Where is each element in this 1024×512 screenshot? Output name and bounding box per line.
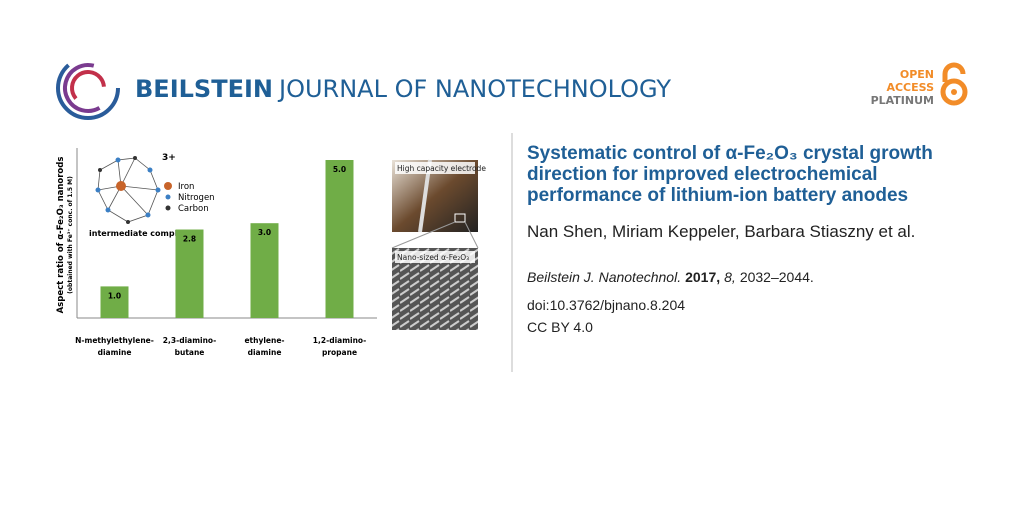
authors: Nan Shen, Miriam Keppeler, Barbara Stias… bbox=[527, 222, 916, 241]
doi: doi:10.3762/bjnano.8.204 bbox=[527, 297, 686, 313]
article-info: Systematic control of α-Fe₂O₃ crystal gr… bbox=[527, 143, 947, 335]
bar bbox=[175, 229, 204, 318]
photo-label-bg bbox=[395, 251, 475, 263]
legend-label: Iron bbox=[178, 182, 194, 192]
carbon-atoms bbox=[98, 156, 137, 224]
badge-access: ACCESS bbox=[886, 81, 934, 94]
journal: Beilstein J. Nanotechnol. bbox=[527, 269, 682, 285]
value-label: 2.8 bbox=[183, 235, 196, 244]
y-axis-label: Aspect ratio of α-Fe₂O₃ nanorods bbox=[56, 157, 66, 314]
logo bbox=[56, 56, 120, 120]
bar bbox=[100, 286, 129, 318]
badge-platinum: PLATINUM bbox=[871, 94, 934, 107]
year: 2017, bbox=[685, 269, 721, 285]
value-label: 5.0 bbox=[333, 165, 346, 174]
legend-label: Nitrogen bbox=[178, 193, 215, 203]
molecule bbox=[97, 157, 159, 223]
charge: 3+ bbox=[162, 153, 176, 163]
value-label: 3.0 bbox=[258, 228, 271, 237]
photo-label-bg bbox=[395, 162, 475, 174]
legend-dot bbox=[164, 182, 172, 190]
bar bbox=[250, 223, 279, 318]
citation: Beilstein J. Nanotechnol. 2017, 8, 2032–204… bbox=[527, 269, 947, 285]
iron-atom bbox=[116, 181, 126, 191]
legend-dot bbox=[165, 205, 171, 211]
x-tick-label: ethylene-diamine bbox=[244, 336, 284, 357]
photo-label: Nano-sized α-Fe₂O₃ bbox=[397, 253, 469, 262]
article-title: Systematic control of α-Fe₂O₃ crystal gr… bbox=[527, 143, 933, 206]
journal-name: BEILSTEIN JOURNAL OF NANOTECHNOLOGY bbox=[135, 75, 671, 103]
pages: 2032–2044. bbox=[739, 269, 814, 285]
volume: 8, bbox=[724, 269, 736, 285]
badge-open: OPEN bbox=[900, 68, 934, 81]
x-tick-label: N-methylethylene-diamine bbox=[75, 336, 154, 357]
journal-bold: BEILSTEIN bbox=[135, 75, 273, 103]
bar bbox=[325, 160, 354, 318]
padlock bbox=[940, 62, 968, 106]
photo-label: High capacity electrode bbox=[397, 164, 486, 173]
journal-rest: JOURNAL OF NANOTECHNOLOGY bbox=[277, 75, 671, 103]
inset-caption: intermediate complex bbox=[89, 229, 189, 238]
legend-dot bbox=[165, 194, 171, 200]
x-tick-label: 2,3-diamino-butane bbox=[163, 336, 216, 357]
zoom-box bbox=[454, 213, 466, 223]
chart: Aspect ratio of α-Fe₂O₃ nanorods (obtaine… bbox=[56, 148, 377, 357]
x-tick-label: 1,2-diamino-propane bbox=[313, 336, 366, 357]
value-label: 1.0 bbox=[108, 291, 121, 300]
atoms bbox=[95, 157, 161, 218]
y-axis-note: (obtained with Fe³⁺ conc. of 1.5 M) bbox=[67, 176, 74, 294]
legend-label: Carbon bbox=[178, 204, 209, 214]
zoom-lines bbox=[391, 221, 479, 249]
license: CC BY 4.0 bbox=[527, 319, 593, 335]
